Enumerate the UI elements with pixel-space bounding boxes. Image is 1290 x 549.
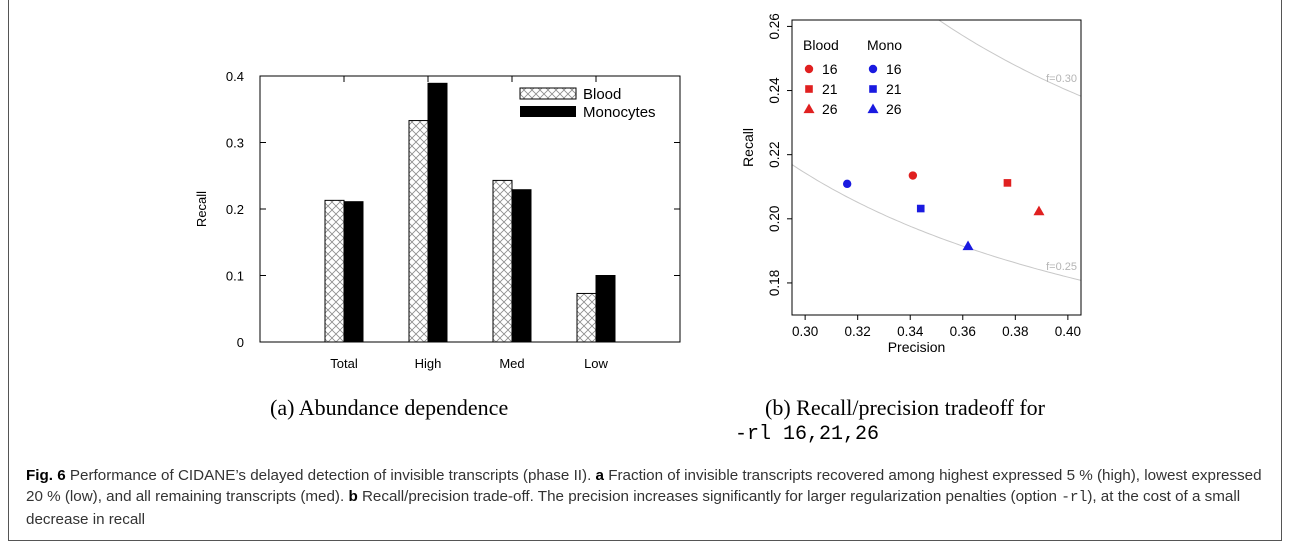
point-mono-21 — [916, 204, 925, 213]
legend-marker-blood-16 — [804, 64, 814, 74]
bar-blood-med — [492, 179, 513, 343]
x-tick-label: Total — [330, 356, 358, 371]
subcaption-b-line2: -rl 16,21,26 — [735, 423, 880, 446]
caption-option: -rl — [1061, 490, 1088, 506]
y-tick-label: 0.26 — [767, 13, 782, 39]
point-blood-26 — [1033, 205, 1045, 216]
caption-text-1: Performance of CIDANE’s delayed detectio… — [65, 467, 596, 484]
legend-marker-mono-26 — [867, 103, 879, 114]
caption-text-4: ), at the cost of a small decrease in re… — [26, 488, 1241, 528]
legend-label-blood: Blood — [583, 86, 621, 103]
legend-swatch-blood — [519, 87, 577, 100]
point-mono-26 — [962, 240, 974, 251]
figure-frame — [8, 0, 1282, 541]
bar-blood-total — [324, 199, 345, 343]
y-tick-label: 0.1 — [226, 269, 244, 284]
legend-label-mono-16: 16 — [886, 61, 902, 77]
plot-frame — [791, 19, 1082, 316]
scatter-chart-tradeoff: f=0.30 f=0.25 0.30 0.32 0.34 0.36 0.38 0.40 0.18… — [740, 13, 1082, 355]
legend-label-blood-21: 21 — [822, 81, 838, 97]
f-score-curve — [792, 164, 1081, 281]
legend-label-blood-16: 16 — [822, 61, 838, 77]
f-score-label: f=0.25 — [1046, 261, 1077, 273]
y-tick-label: 0.22 — [767, 142, 782, 168]
y-axis-label: Recall — [194, 191, 209, 227]
point-blood-21 — [1003, 179, 1012, 187]
y-tick-label: 0.20 — [767, 206, 782, 232]
legend-header-blood: Blood — [803, 37, 839, 53]
subcaption-b-line1: (b) Recall/precision tradeoff for — [765, 395, 1045, 420]
caption-part-a: a — [595, 467, 604, 484]
y-tick-label: 0.2 — [226, 202, 244, 217]
bar-monocytes-high — [427, 82, 448, 343]
point-blood-16 — [908, 171, 918, 180]
bar-monocytes-med — [511, 189, 532, 343]
y-tick-label: 0 — [237, 335, 244, 350]
x-tick-label: High — [415, 356, 442, 371]
legend-label-mono-26: 26 — [886, 101, 902, 117]
x-tick-label: Med — [499, 356, 524, 371]
x-tick-label: Low — [584, 356, 608, 371]
legend-label-blood-26: 26 — [822, 101, 838, 117]
legend-marker-mono-16 — [868, 64, 878, 74]
bar-chart-abundance: 0 0.1 0.2 0.3 0.4 Recall Total High Med Low Blood… — [194, 69, 681, 371]
x-tick-label: 0.38 — [1002, 324, 1028, 339]
legend-marker-blood-21 — [805, 85, 813, 93]
x-axis-label: Precision — [888, 339, 946, 355]
bar-blood-low — [576, 292, 597, 343]
f-score-curve — [937, 20, 1081, 97]
legend-swatch-monocytes — [520, 106, 576, 117]
bar-monocytes-low — [595, 275, 616, 343]
subcaption-b: (b) Recall/precision tradeoff for -rl 16… — [735, 395, 1045, 446]
caption-text-3: Recall/precision trade-off. The precisio… — [357, 488, 1062, 505]
subcaption-a: (a) Abundance dependence — [270, 395, 509, 420]
caption-label: Fig. 6 — [26, 467, 66, 484]
bar-monocytes-total — [343, 201, 364, 343]
y-axis-label: Recall — [740, 128, 756, 167]
legend-marker-mono-21 — [869, 85, 877, 93]
x-tick-label: 0.32 — [845, 324, 871, 339]
caption-part-b: b — [348, 488, 358, 505]
x-tick-label: 0.36 — [950, 324, 976, 339]
y-tick-label: 0.3 — [226, 136, 244, 151]
y-tick-label: 0.18 — [767, 270, 782, 296]
x-tick-label: 0.34 — [897, 324, 924, 339]
x-tick-label: 0.30 — [792, 324, 818, 339]
legend-label-mono-21: 21 — [886, 81, 902, 97]
legend-marker-blood-26 — [803, 103, 815, 114]
legend-label-monocytes: Monocytes — [583, 104, 656, 121]
x-tick-label: 0.40 — [1055, 324, 1081, 339]
point-mono-16 — [842, 179, 852, 189]
y-tick-label: 0.4 — [226, 69, 244, 84]
bar-blood-high — [408, 120, 429, 343]
y-tick-label: 0.24 — [767, 77, 782, 104]
figure-caption: Fig. 6 Performance of CIDANE’s delayed d… — [26, 465, 1266, 530]
legend-header-mono: Mono — [867, 37, 902, 53]
caption-text-2: Fraction of invisible transcripts recove… — [26, 467, 1262, 505]
f-score-label: f=0.30 — [1046, 73, 1077, 85]
